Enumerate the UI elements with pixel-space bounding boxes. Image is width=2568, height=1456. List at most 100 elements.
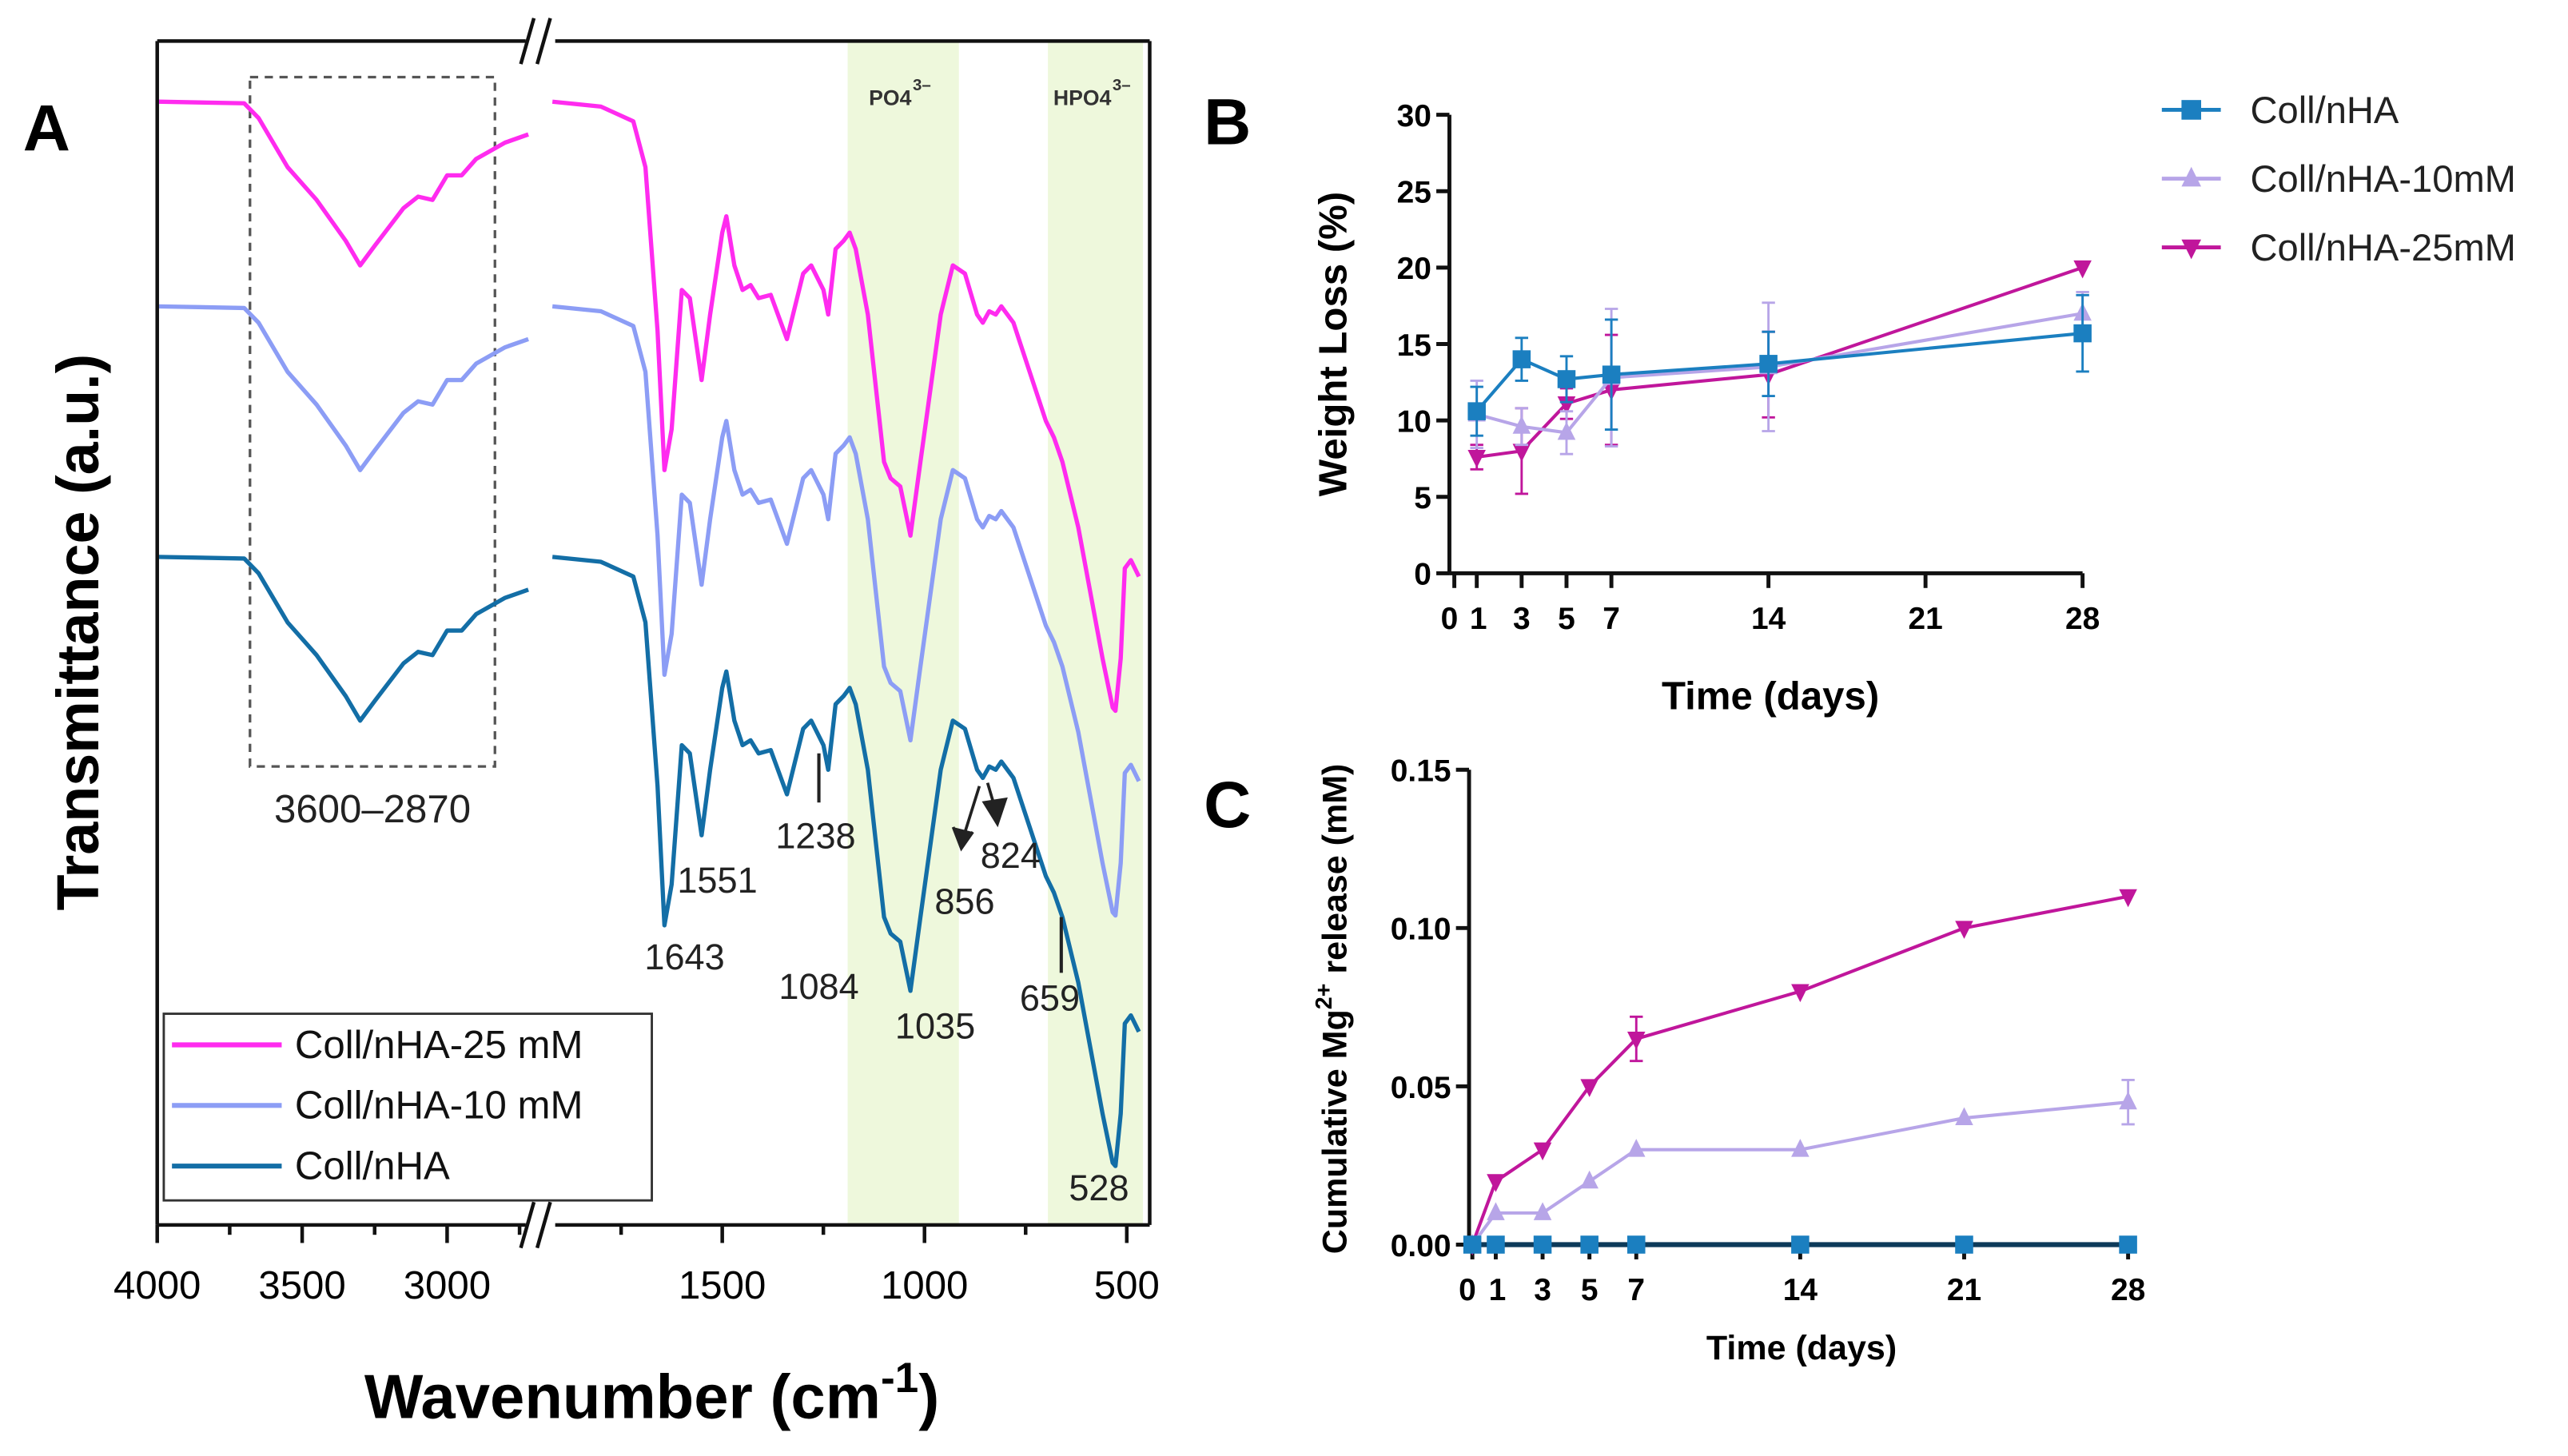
panel-c-mg-release-chart: 0.00 0.05 0.10 0.15 0 1 3 5 7 14 21 28 Time (days) Cu… [1312, 754, 2145, 1367]
data-point-2 [1626, 1031, 1646, 1050]
axis-break-mark-1 [519, 1201, 552, 1249]
data-point-1 [1626, 1139, 1646, 1157]
y-tick-label: 15 [1397, 328, 1431, 363]
data-point-0 [1467, 402, 1486, 420]
data-point-2 [2119, 889, 2137, 908]
x-tick-label: 0 [1441, 602, 1459, 636]
band-hpo4 [1048, 41, 1144, 1225]
x-axis-title: Wavenumber (cm-1) [364, 1355, 939, 1432]
data-point-0 [1463, 1235, 1482, 1254]
y-axis-title: Weight Loss (%) [1311, 192, 1355, 496]
y-tick-label: 25 [1397, 176, 1431, 210]
panel-label-b: B [1204, 86, 1251, 158]
data-point-0 [1626, 1235, 1646, 1254]
legend-label-0: Coll/nHA-25 mM [295, 1023, 583, 1067]
x-tick-label: 21 [1947, 1273, 1981, 1307]
y-axis-title: Transmittance (a.u.) [45, 354, 111, 911]
data-point-0 [1602, 365, 1621, 384]
data-point-2 [1512, 444, 1531, 462]
band-label-hpo4: HPO4 [1053, 86, 1112, 109]
data-point-0 [1759, 355, 1778, 373]
x-tick-label: 21 [1908, 602, 1942, 636]
legend-label-2: Coll/nHA-25mM [2250, 226, 2515, 269]
y-tick-label: 0.15 [1391, 754, 1451, 789]
x-tick-label: 3000 [404, 1263, 491, 1307]
data-point-1 [1580, 1170, 1599, 1189]
data-point-0 [1557, 370, 1576, 388]
data-point-1 [1533, 1202, 1552, 1220]
axis-break-mark-0 [519, 18, 552, 65]
data-point-2 [1580, 1079, 1599, 1097]
panel-label-a: A [23, 93, 70, 165]
y-tick-label: 20 [1397, 252, 1431, 286]
x-tick-label: 1500 [679, 1263, 766, 1307]
x-tick-label: 0 [1459, 1273, 1476, 1307]
data-point-2 [1791, 984, 1810, 1003]
legend-label-1: Coll/nHA-10mM [2250, 157, 2515, 200]
data-point-0 [1791, 1235, 1810, 1254]
legend-marker-1 [2181, 166, 2201, 187]
x-tick-label: 1000 [881, 1263, 968, 1307]
data-point-2 [1533, 1142, 1552, 1161]
y-axis-title: Cumulative Mg2+ release (mM) [1312, 764, 1354, 1255]
data-point-0 [1580, 1235, 1599, 1254]
y-tick-label: 0 [1414, 558, 1431, 592]
data-point-2 [1487, 1174, 1505, 1192]
y-tick-label: 5 [1414, 481, 1431, 515]
y-tick-label: 30 [1397, 99, 1431, 133]
band-charge-hpo4: 3– [1113, 76, 1131, 94]
x-tick-label: 14 [1783, 1273, 1818, 1307]
peak-label-528: 528 [1069, 1168, 1129, 1208]
data-point-2 [1955, 921, 1973, 939]
band-po4 [847, 41, 959, 1225]
legend-marker-0 [2181, 100, 2201, 120]
y-tick-label: 10 [1397, 404, 1431, 439]
data-point-0 [1955, 1235, 1973, 1254]
data-point-1 [1487, 1202, 1505, 1220]
x-tick-label: 1 [1470, 602, 1487, 636]
legend-label-2: Coll/nHA [295, 1144, 450, 1188]
x-tick-label: 5 [1581, 1273, 1599, 1307]
x-tick-label: 5 [1558, 602, 1575, 636]
data-point-1 [1557, 421, 1576, 440]
series-line-1 [1471, 1100, 2128, 1246]
spectrum-line-0 [157, 99, 1141, 714]
data-point-1 [1512, 416, 1531, 434]
x-tick-label: 14 [1751, 602, 1786, 636]
data-point-2 [2073, 260, 2092, 279]
data-point-2 [1557, 396, 1576, 415]
y-tick-label: 0.05 [1391, 1071, 1451, 1105]
data-point-0 [2073, 324, 2092, 343]
peak-label-856: 856 [934, 881, 994, 922]
peak-label-1035: 1035 [895, 1005, 975, 1046]
data-point-0 [2119, 1235, 2137, 1254]
x-axis-title: Time (days) [1662, 674, 1879, 718]
x-tick-label: 28 [2065, 602, 2100, 636]
peak-label-824: 824 [981, 835, 1041, 876]
x-tick-label: 3500 [258, 1263, 345, 1307]
x-tick-label: 500 [1094, 1263, 1160, 1307]
x-tick-label: 1 [1489, 1273, 1507, 1307]
x-tick-label: 3 [1513, 602, 1531, 636]
spectrum-line-1 [157, 304, 1141, 918]
legend-marker-2 [2181, 239, 2201, 260]
y-tick-label: 0.00 [1391, 1229, 1451, 1263]
peak-label-659: 659 [1020, 977, 1080, 1018]
legend-label-0: Coll/nHA [2250, 89, 2399, 131]
legend-label-1: Coll/nHA-10 mM [295, 1084, 583, 1128]
x-tick-label: 4000 [113, 1263, 201, 1307]
x-tick-label: 28 [2111, 1273, 2145, 1307]
data-point-1 [1955, 1107, 1973, 1126]
data-point-2 [1467, 449, 1486, 468]
data-point-0 [1487, 1235, 1505, 1254]
x-tick-label: 7 [1627, 1273, 1645, 1307]
x-tick-label: 7 [1603, 602, 1620, 636]
arrow-824-icon [981, 782, 1008, 828]
x-tick-label: 3 [1534, 1273, 1551, 1307]
data-point-1 [2119, 1091, 2137, 1110]
peak-label-1643: 1643 [644, 937, 724, 977]
peak-label-1238: 1238 [775, 816, 855, 857]
